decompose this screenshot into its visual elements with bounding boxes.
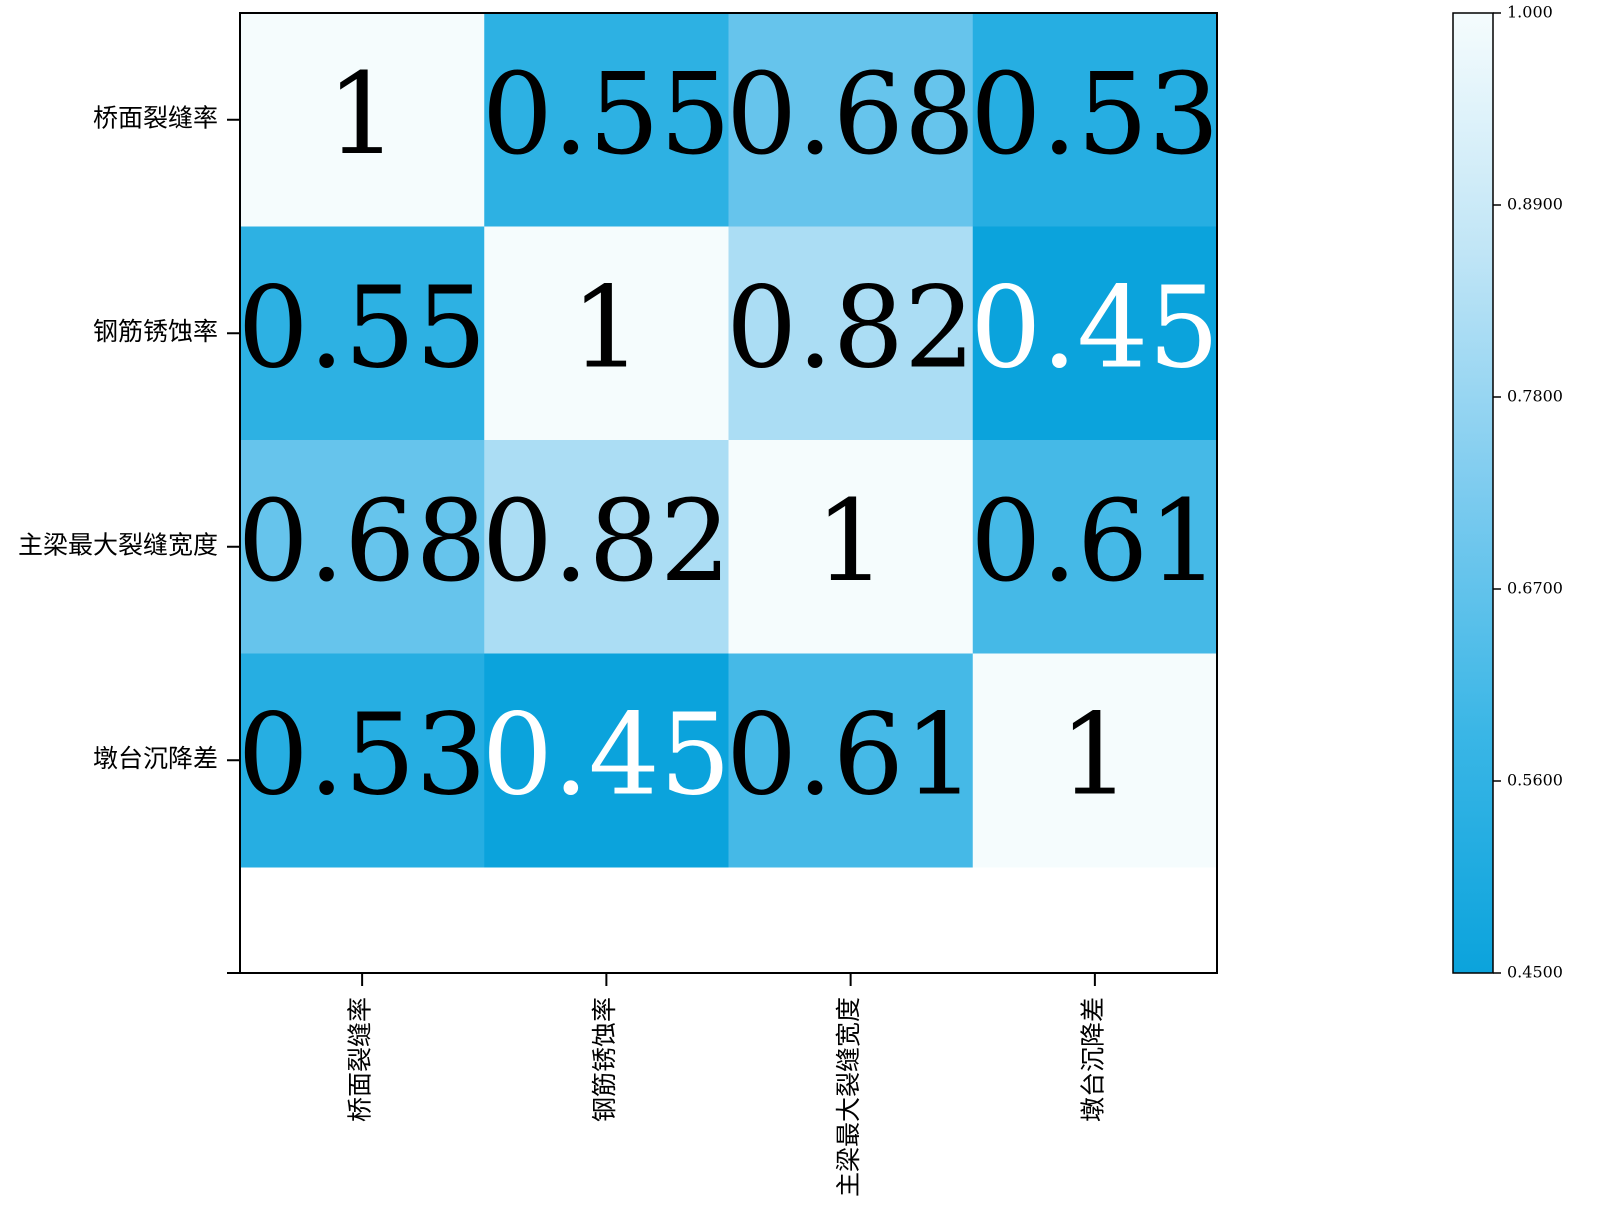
heatmap-cell — [728, 226, 974, 441]
heatmap-cell — [972, 653, 1218, 868]
cell-label: 0.45 — [482, 690, 731, 820]
heatmap-cell — [972, 440, 1218, 654]
cell-label: 0.45 — [970, 263, 1219, 393]
heatmap-cell — [240, 440, 485, 654]
heatmap-cell — [240, 226, 485, 441]
heatmap-cell — [728, 653, 974, 868]
cell-label: 0.82 — [726, 263, 975, 393]
x-tick-label: 主梁最大裂缝宽度 — [834, 997, 863, 1197]
x-tick-label: 钢筋锈蚀率 — [590, 997, 619, 1122]
plot-frame — [239, 12, 1218, 974]
cell-label: 1 — [815, 477, 886, 607]
colorbar-tick-label: 0.7800 — [1507, 387, 1563, 406]
heatmap-cell — [240, 13, 485, 227]
cell-label: 0.55 — [237, 263, 486, 393]
heatmap-cell — [484, 226, 729, 441]
cell-label: 0.53 — [970, 50, 1219, 180]
y-tick-label: 主梁最大裂缝宽度 — [18, 530, 218, 559]
heatmap-cell — [972, 13, 1218, 227]
cell-label: 0.61 — [726, 690, 975, 820]
cell-label: 0.61 — [970, 477, 1219, 607]
heatmap-cell — [484, 13, 729, 227]
y-tick-label: 墩台沉降差 — [93, 744, 218, 773]
cell-label: 1 — [326, 50, 397, 180]
colorbar-tick-label: 0.8900 — [1507, 195, 1563, 214]
cell-label: 0.82 — [482, 477, 731, 607]
heatmap-cell — [972, 226, 1218, 441]
cell-label: 0.68 — [726, 50, 975, 180]
cell-label: 1 — [571, 263, 642, 393]
cell-label: 0.53 — [237, 690, 486, 820]
cell-label: 1 — [1059, 690, 1130, 820]
colorbar-tick-label: 0.5600 — [1507, 771, 1563, 790]
colorbar-tick-label: 0.4500 — [1507, 963, 1563, 982]
y-tick-label: 钢筋锈蚀率 — [93, 317, 218, 346]
heatmap-cell — [484, 440, 729, 654]
colorbar — [1452, 12, 1494, 974]
heatmap-cell — [728, 440, 974, 654]
x-tick-label: 墩台沉降差 — [1078, 997, 1107, 1122]
colorbar-tick-label: 1.000 — [1507, 3, 1553, 22]
y-tick-label: 桥面裂缝率 — [93, 103, 218, 132]
heatmap-cell — [240, 653, 485, 868]
heatmap-cell — [484, 653, 729, 868]
cell-label: 0.55 — [482, 50, 731, 180]
x-tick-label: 桥面裂缝率 — [346, 997, 375, 1122]
heatmap-cell — [728, 13, 974, 227]
cell-label: 0.68 — [237, 477, 486, 607]
colorbar-tick-label: 0.6700 — [1507, 579, 1563, 598]
